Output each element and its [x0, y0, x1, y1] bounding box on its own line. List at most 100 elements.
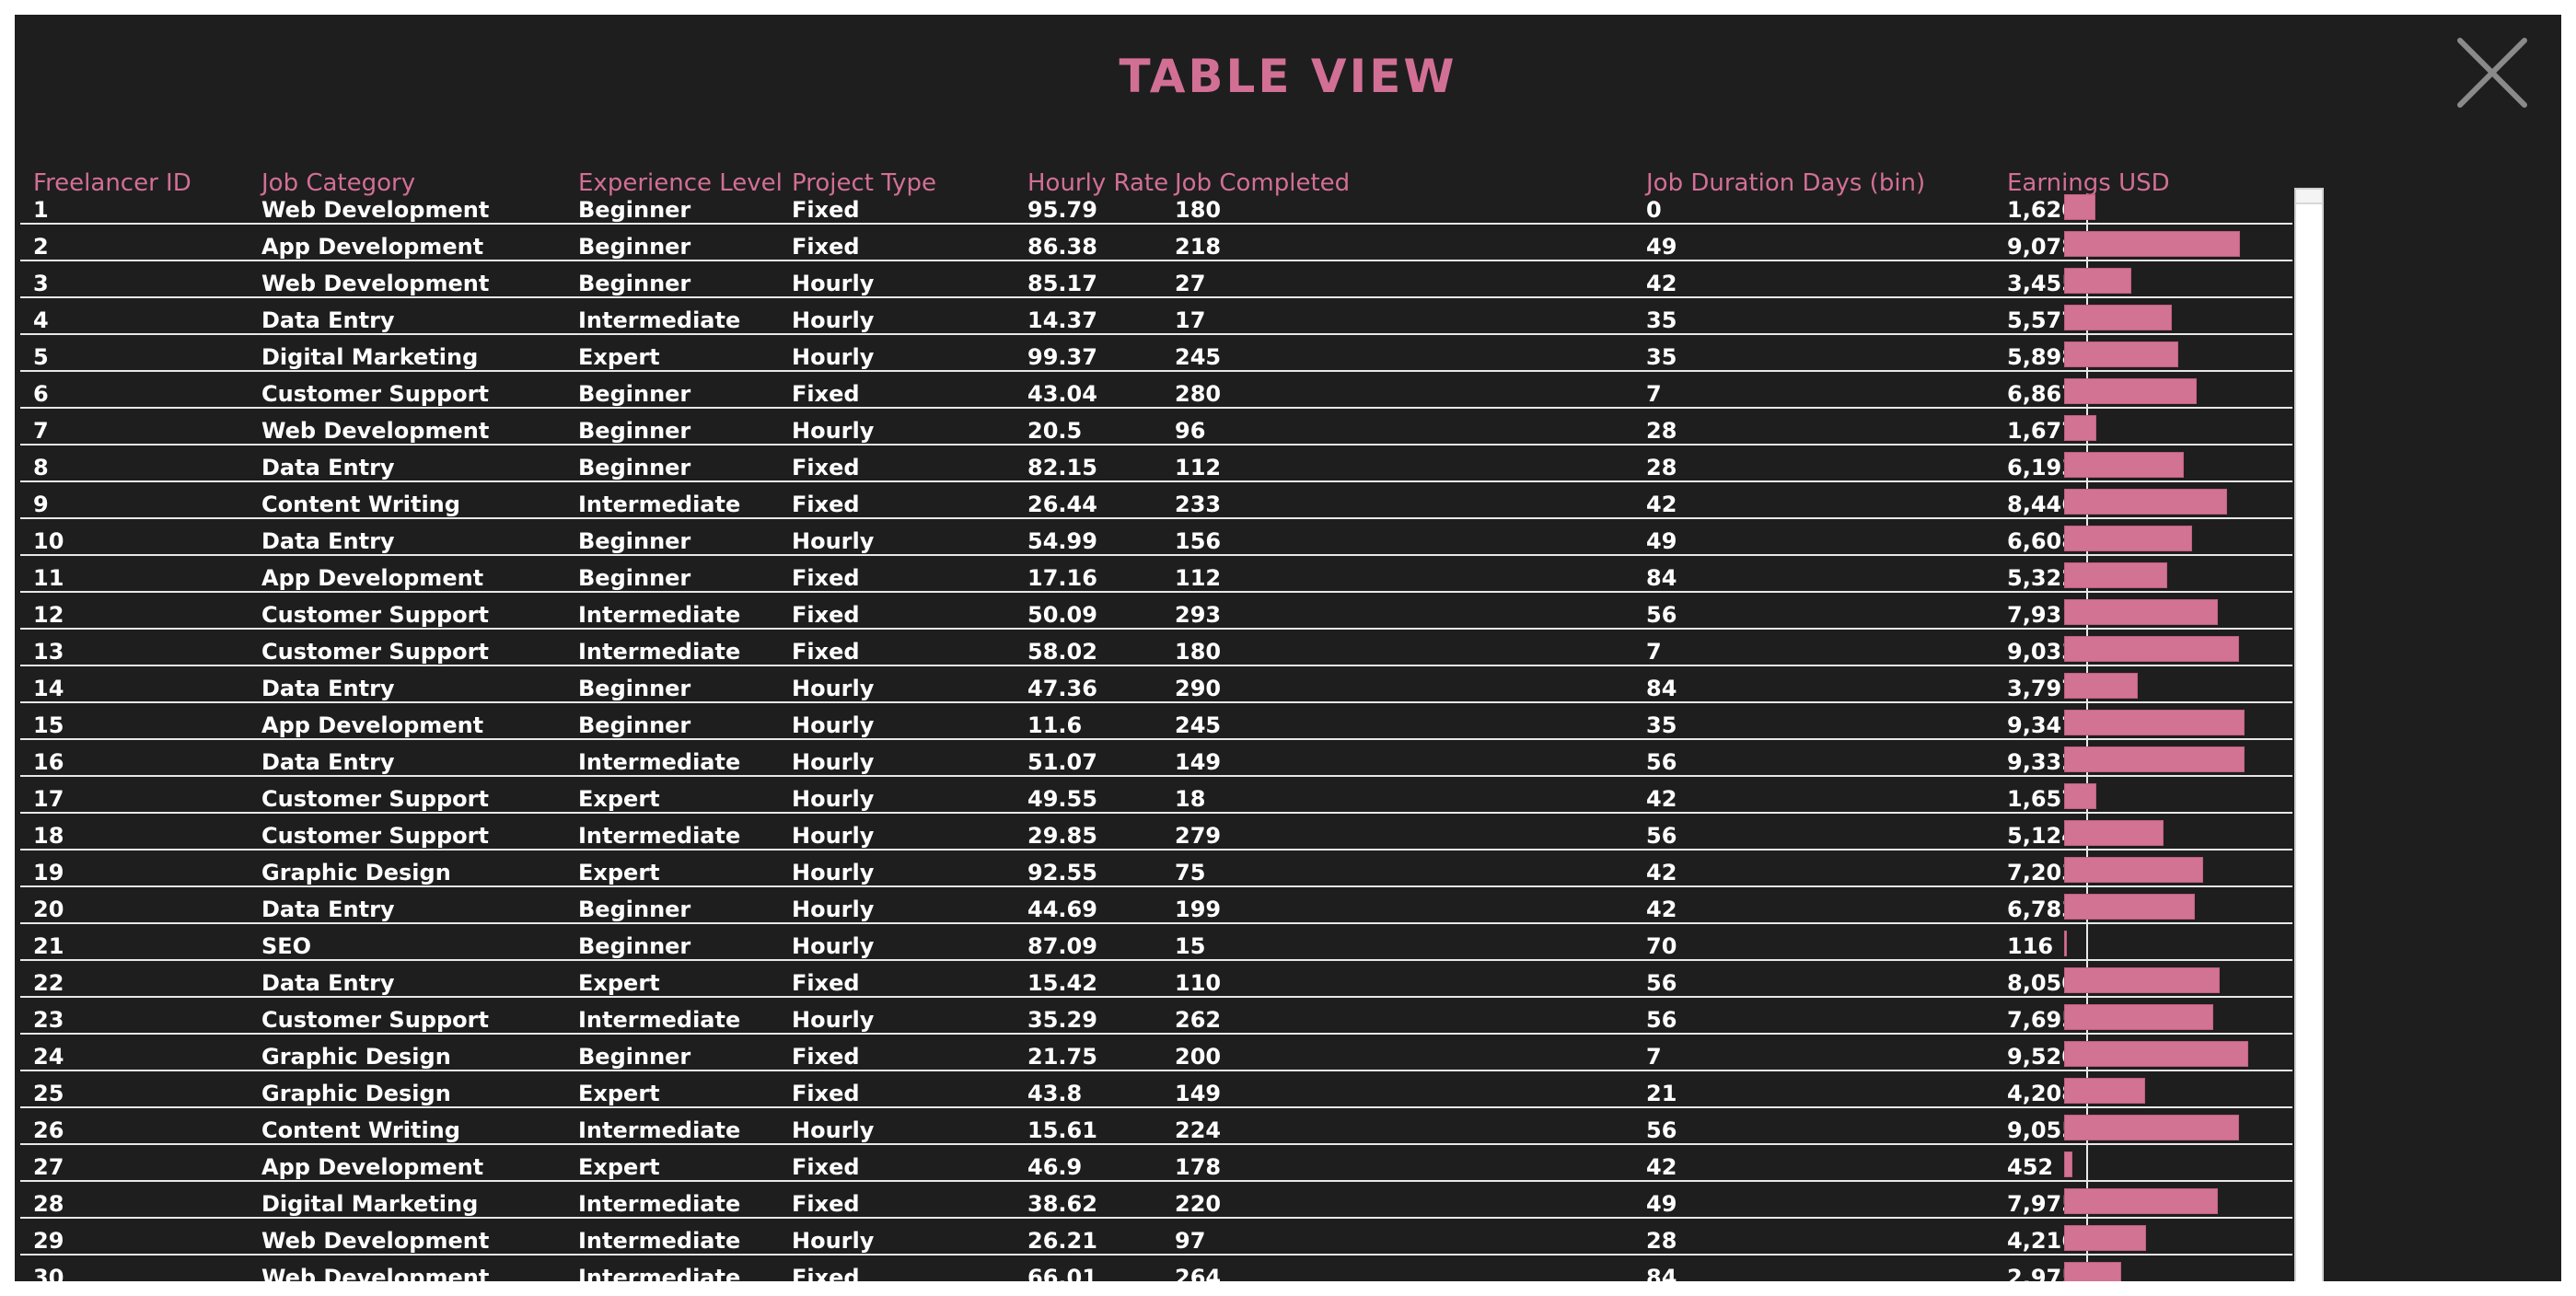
cell-project-type: Hourly: [792, 1007, 875, 1033]
table-row[interactable]: 18 Customer Support Intermediate Hourly 29.8…: [20, 814, 2292, 850]
column-header-job-duration[interactable]: Job Duration Days (bin): [1646, 169, 1926, 197]
table-row[interactable]: 29 Web Development Intermediate Hourly 26.21…: [20, 1219, 2292, 1256]
column-header-hourly-rate[interactable]: Hourly Rate: [1027, 169, 1169, 197]
cell-job-completed: 149: [1175, 749, 1222, 775]
earnings-bar: [2064, 341, 2178, 367]
earnings-bar: [2064, 231, 2240, 257]
cell-job-duration: 7: [1646, 1044, 1662, 1070]
cell-job-completed: 245: [1175, 712, 1222, 738]
cell-project-type: Fixed: [792, 602, 860, 628]
table-row[interactable]: 30 Web Development Intermediate Fixed 66.01 2…: [20, 1256, 2292, 1281]
cell-job-category: Content Writing: [261, 1117, 460, 1143]
table-row[interactable]: 11 App Development Beginner Fixed 17.16 112 84…: [20, 556, 2292, 593]
table-row[interactable]: 24 Graphic Design Beginner Fixed 21.75 200 7 9,…: [20, 1035, 2292, 1071]
table-row[interactable]: 12 Customer Support Intermediate Fixed 50.09…: [20, 593, 2292, 630]
cell-project-type: Hourly: [792, 786, 875, 812]
table-row[interactable]: 2 App Development Beginner Fixed 86.38 218 49 9…: [20, 225, 2292, 261]
cell-job-duration: 49: [1646, 1191, 1677, 1217]
table-row[interactable]: 15 App Development Beginner Hourly 11.6 245 35…: [20, 703, 2292, 740]
cell-job-completed: 180: [1175, 197, 1222, 223]
table-row[interactable]: 10 Data Entry Beginner Hourly 54.99 156 49 6,60…: [20, 519, 2292, 556]
cell-job-completed: 224: [1175, 1117, 1222, 1143]
cell-job-completed: 279: [1175, 823, 1222, 849]
column-header-experience-level[interactable]: Experience Level: [578, 169, 783, 197]
cell-freelancer-id: 23: [33, 1007, 64, 1033]
column-header-job-completed[interactable]: Job Completed: [1175, 169, 1351, 197]
table-row[interactable]: 22 Data Entry Expert Fixed 15.42 110 56 8,050: [20, 961, 2292, 998]
cell-job-completed: 96: [1175, 418, 1206, 444]
earnings-bar: [2064, 820, 2164, 846]
data-table[interactable]: 1 Web Development Beginner Fixed 95.79 180 0 1,…: [20, 188, 2292, 1281]
table-row[interactable]: 20 Data Entry Beginner Hourly 44.69 199 42 6,78…: [20, 887, 2292, 924]
cell-job-completed: 112: [1175, 455, 1222, 480]
table-row[interactable]: 25 Graphic Design Expert Fixed 43.8 149 21 4,20…: [20, 1071, 2292, 1108]
cell-experience-level: Beginner: [578, 933, 691, 959]
table-row[interactable]: 19 Graphic Design Expert Hourly 92.55 75 42 7,2…: [20, 850, 2292, 887]
cell-job-duration: 42: [1646, 1154, 1677, 1180]
close-button[interactable]: [2453, 33, 2532, 112]
vertical-scrollbar[interactable]: [2294, 188, 2324, 1281]
cell-job-duration: 7: [1646, 639, 1662, 665]
column-header-freelancer-id[interactable]: Freelancer ID: [33, 169, 191, 197]
cell-experience-level: Beginner: [578, 418, 691, 444]
column-header-earnings[interactable]: Earnings USD: [2007, 169, 2170, 197]
table-row[interactable]: 16 Data Entry Intermediate Hourly 51.07 149 56…: [20, 740, 2292, 777]
cell-job-category: Graphic Design: [261, 1081, 451, 1106]
table-row[interactable]: 8 Data Entry Beginner Fixed 82.15 112 28 6,193: [20, 446, 2292, 482]
cell-freelancer-id: 27: [33, 1154, 64, 1180]
cell-hourly-rate: 15.42: [1027, 970, 1097, 996]
cell-hourly-rate: 50.09: [1027, 602, 1097, 628]
cell-project-type: Hourly: [792, 897, 875, 922]
earnings-bar: [2064, 673, 2138, 699]
table-row[interactable]: 3 Web Development Beginner Hourly 85.17 27 42 3…: [20, 261, 2292, 298]
cell-job-category: Customer Support: [261, 1007, 489, 1033]
cell-project-type: Fixed: [792, 197, 860, 223]
cell-freelancer-id: 21: [33, 933, 64, 959]
cell-experience-level: Intermediate: [578, 1117, 741, 1143]
earnings-bar: [2064, 599, 2218, 625]
close-x-icon: [2457, 38, 2527, 108]
table-row[interactable]: 26 Content Writing Intermediate Hourly 15.61…: [20, 1108, 2292, 1145]
cell-experience-level: Intermediate: [578, 1265, 741, 1281]
cell-job-completed: 264: [1175, 1265, 1222, 1281]
cell-freelancer-id: 24: [33, 1044, 64, 1070]
cell-project-type: Hourly: [792, 933, 875, 959]
table-row[interactable]: 13 Customer Support Intermediate Fixed 58.02…: [20, 630, 2292, 666]
cell-hourly-rate: 86.38: [1027, 234, 1097, 260]
table-row[interactable]: 4 Data Entry Intermediate Hourly 14.37 17 35 5,…: [20, 298, 2292, 335]
table-row[interactable]: 7 Web Development Beginner Hourly 20.5 96 28 1,…: [20, 409, 2292, 446]
column-header-job-category[interactable]: Job Category: [261, 169, 416, 197]
table-row[interactable]: 9 Content Writing Intermediate Fixed 26.44 23…: [20, 482, 2292, 519]
table-row[interactable]: 23 Customer Support Intermediate Hourly 35.2…: [20, 998, 2292, 1035]
cell-experience-level: Intermediate: [578, 1228, 741, 1254]
cell-project-type: Hourly: [792, 307, 875, 333]
scroll-thumb[interactable]: [2296, 190, 2322, 204]
table-row[interactable]: 17 Customer Support Expert Hourly 49.55 18 42 1…: [20, 777, 2292, 814]
cell-freelancer-id: 8: [33, 455, 49, 480]
cell-hourly-rate: 15.61: [1027, 1117, 1097, 1143]
table-row[interactable]: 28 Digital Marketing Intermediate Fixed 38.6…: [20, 1182, 2292, 1219]
cell-experience-level: Intermediate: [578, 1007, 741, 1033]
earnings-bar: [2064, 305, 2173, 330]
cell-project-type: Fixed: [792, 639, 860, 665]
page-title: TABLE VIEW: [1119, 50, 1457, 103]
cell-project-type: Hourly: [792, 528, 875, 554]
column-header-project-type[interactable]: Project Type: [792, 169, 936, 197]
cell-freelancer-id: 29: [33, 1228, 64, 1254]
cell-job-duration: 84: [1646, 676, 1677, 701]
cell-experience-level: Intermediate: [578, 602, 741, 628]
table-row[interactable]: 21 SEO Beginner Hourly 87.09 15 70 116: [20, 924, 2292, 961]
cell-job-completed: 220: [1175, 1191, 1222, 1217]
table-row[interactable]: 5 Digital Marketing Expert Hourly 99.37 245 35…: [20, 335, 2292, 372]
table-row[interactable]: 1 Web Development Beginner Fixed 95.79 180 0 1,…: [20, 188, 2292, 225]
table-row[interactable]: 6 Customer Support Beginner Fixed 43.04 280 7 6…: [20, 372, 2292, 409]
cell-project-type: Fixed: [792, 1154, 860, 1180]
cell-job-category: Data Entry: [261, 970, 395, 996]
cell-project-type: Hourly: [792, 1117, 875, 1143]
table-row[interactable]: 14 Data Entry Beginner Hourly 47.36 290 84 3,79…: [20, 666, 2292, 703]
cell-job-category: App Development: [261, 234, 484, 260]
cell-job-category: Data Entry: [261, 455, 395, 480]
cell-project-type: Hourly: [792, 823, 875, 849]
cell-freelancer-id: 12: [33, 602, 64, 628]
table-row[interactable]: 27 App Development Expert Fixed 46.9 178 42 452: [20, 1145, 2292, 1182]
